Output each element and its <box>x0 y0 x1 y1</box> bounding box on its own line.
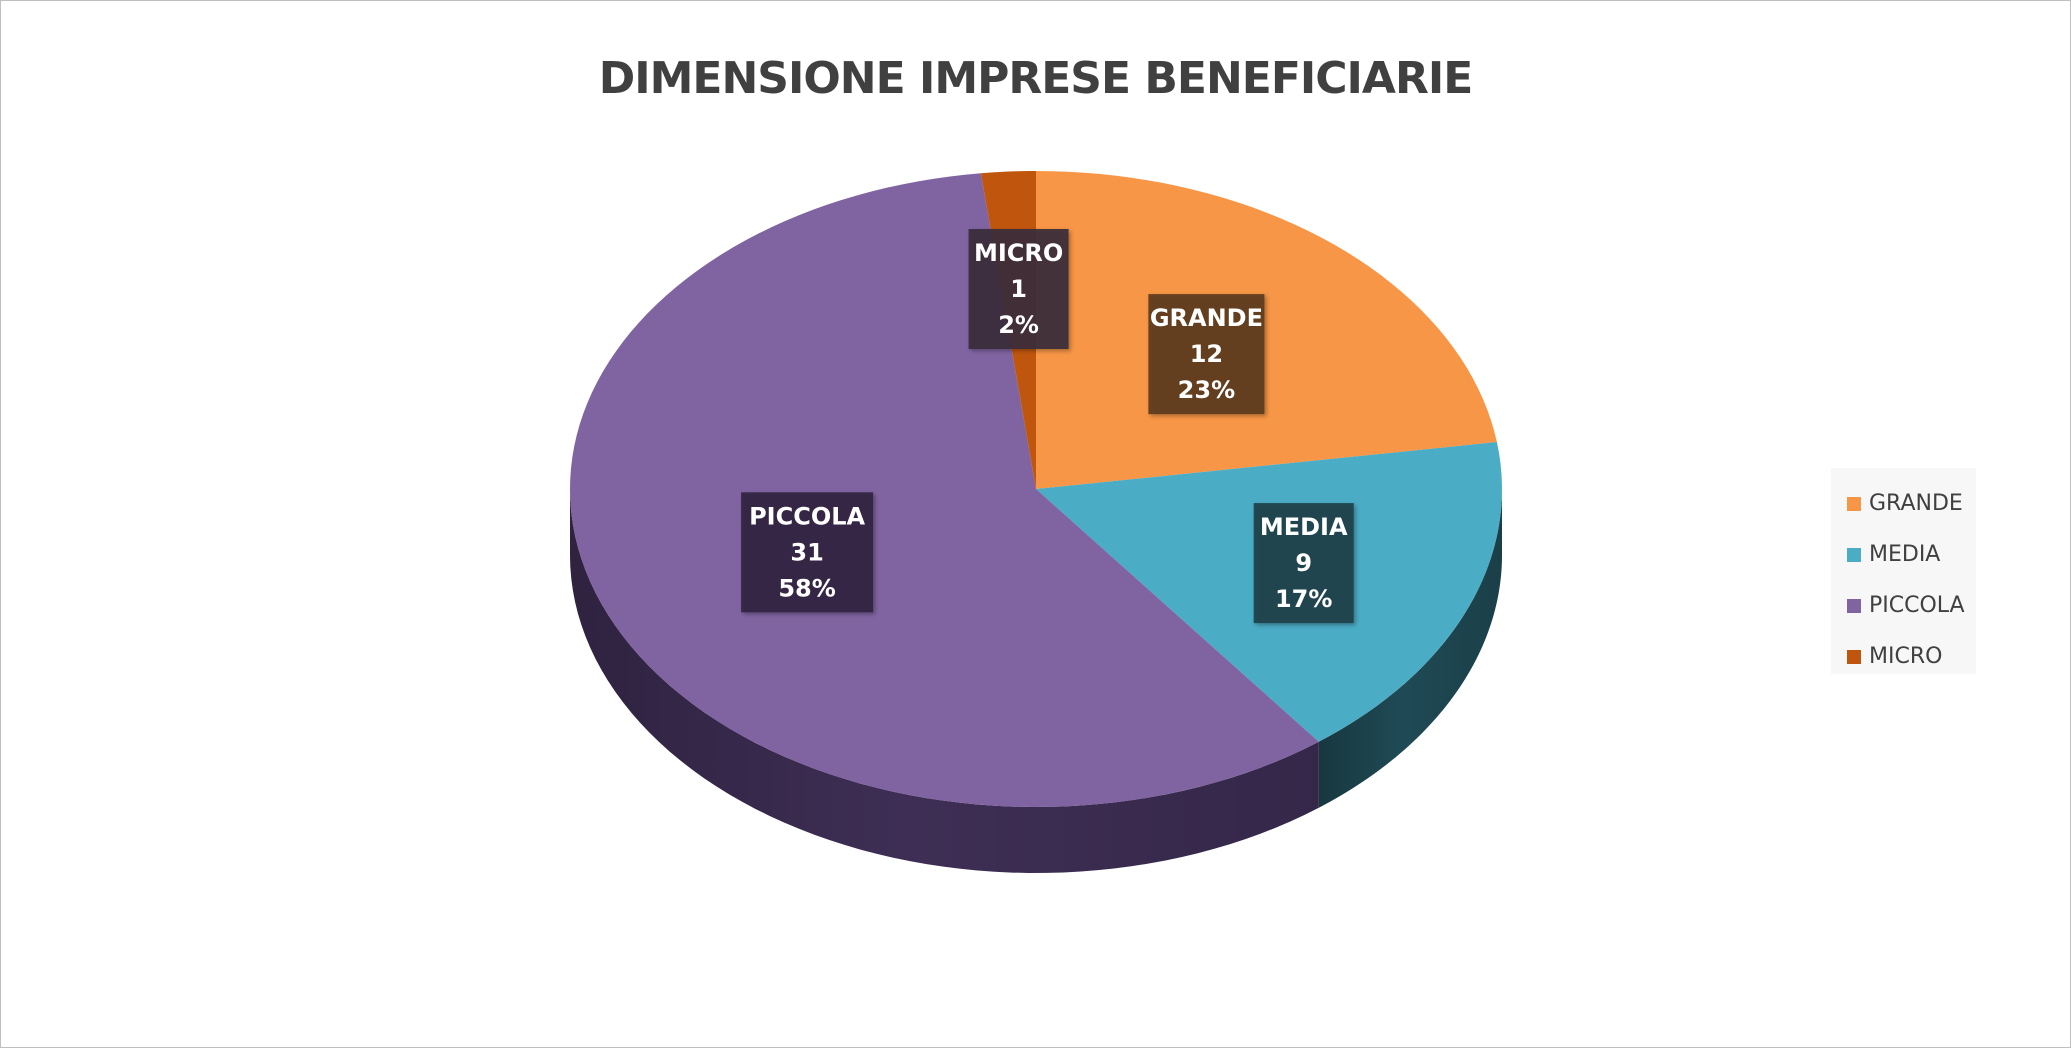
data-label-box-piccola <box>741 492 874 613</box>
data-label-media: MEDIA 9 17% <box>1253 503 1354 624</box>
pie-side-shading-piccola <box>570 489 1319 873</box>
legend-swatch-piccola <box>1847 598 1861 613</box>
data-label-box-micro <box>968 229 1069 349</box>
legend-item-media: MEDIA <box>1831 529 1976 580</box>
legend-label-media: MEDIA <box>1869 542 1941 567</box>
pie-side-shading-media <box>1318 489 1502 808</box>
data-label-value-media: 9 <box>1295 549 1312 577</box>
data-label-value-grande: 12 <box>1190 340 1223 368</box>
data-label-piccola: PICCOLA 31 58% <box>741 492 874 613</box>
legend-item-piccola: PICCOLA <box>1831 580 1976 631</box>
legend-label-piccola: PICCOLA <box>1869 593 1965 618</box>
pie-slice-piccola <box>570 173 1319 807</box>
pie-data-labels: GRANDE 12 23% MEDIA 9 17% PICCOLA 31 58% MICRO 1 2% <box>741 229 1354 624</box>
legend-item-micro: MICRO <box>1831 631 1976 682</box>
data-label-value-micro: 1 <box>1010 275 1027 303</box>
data-label-category-media: MEDIA <box>1260 513 1348 541</box>
data-label-box-grande <box>1148 294 1265 415</box>
data-label-category-grande: GRANDE <box>1150 304 1263 332</box>
legend-swatch-media <box>1847 547 1861 562</box>
data-label-percent-grande: 23% <box>1178 376 1235 404</box>
pie-side-walls <box>570 489 1502 873</box>
legend-swatch-micro <box>1847 649 1861 664</box>
data-label-percent-piccola: 58% <box>778 574 835 602</box>
legend-label-micro: MICRO <box>1869 644 1943 669</box>
legend-item-grande: GRANDE <box>1831 478 1976 529</box>
legend-swatch-grande <box>1847 496 1861 511</box>
chart-title: DIMENSIONE IMPRESE BENEFICIARIE <box>598 53 1474 104</box>
data-label-category-micro: MICRO <box>974 239 1063 267</box>
data-label-category-piccola: PICCOLA <box>749 502 865 530</box>
legend-label-grande: GRANDE <box>1869 491 1963 516</box>
data-label-box-media <box>1253 503 1354 624</box>
data-label-value-piccola: 31 <box>790 538 823 566</box>
data-label-micro: MICRO 1 2% <box>968 229 1069 349</box>
pie-slice-grande <box>1036 171 1497 489</box>
legend: GRANDE MEDIA PICCOLA MICRO <box>1831 468 1976 674</box>
data-label-grande: GRANDE 12 23% <box>1148 294 1265 415</box>
data-label-percent-media: 17% <box>1275 585 1332 613</box>
data-label-percent-micro: 2% <box>998 311 1039 339</box>
